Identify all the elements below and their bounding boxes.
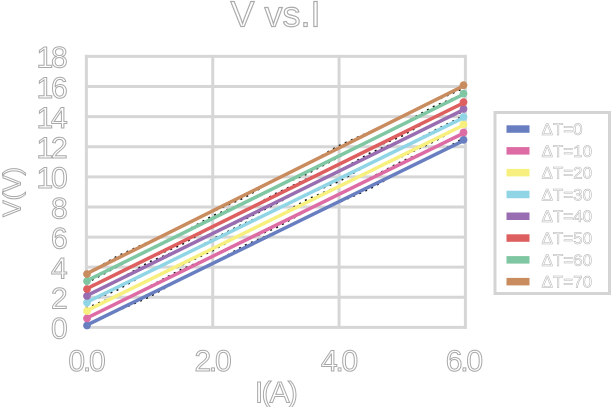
svg-text:16: 16 bbox=[37, 72, 67, 105]
svg-text:14: 14 bbox=[37, 102, 67, 135]
svg-text:4: 4 bbox=[51, 253, 67, 286]
svg-text:V vs.I: V vs.I bbox=[230, 0, 320, 35]
svg-text:ΔT=10: ΔT=10 bbox=[542, 142, 593, 161]
svg-text:ΔT=70: ΔT=70 bbox=[542, 273, 593, 292]
svg-text:2: 2 bbox=[51, 283, 67, 316]
svg-text:ΔT=50: ΔT=50 bbox=[542, 229, 593, 248]
svg-text:6: 6 bbox=[51, 222, 67, 255]
svg-text:0.0: 0.0 bbox=[68, 345, 105, 378]
svg-text:12: 12 bbox=[37, 132, 67, 165]
svg-text:10: 10 bbox=[37, 162, 67, 195]
svg-text:6.0: 6.0 bbox=[446, 345, 483, 378]
svg-text:ΔT=0: ΔT=0 bbox=[542, 120, 583, 139]
svg-text:ΔT=40: ΔT=40 bbox=[542, 207, 593, 226]
svg-text:ΔT=20: ΔT=20 bbox=[542, 164, 593, 183]
svg-text:I(A): I(A) bbox=[255, 377, 297, 408]
svg-text:4.0: 4.0 bbox=[321, 345, 358, 378]
svg-text:2.0: 2.0 bbox=[194, 345, 231, 378]
svg-text:8: 8 bbox=[51, 192, 67, 225]
svg-text:ΔT=60: ΔT=60 bbox=[542, 251, 593, 270]
svg-text:0: 0 bbox=[51, 313, 67, 346]
svg-text:V(V): V(V) bbox=[0, 167, 27, 217]
svg-text:ΔT=30: ΔT=30 bbox=[542, 185, 593, 204]
svg-text:18: 18 bbox=[37, 42, 67, 75]
